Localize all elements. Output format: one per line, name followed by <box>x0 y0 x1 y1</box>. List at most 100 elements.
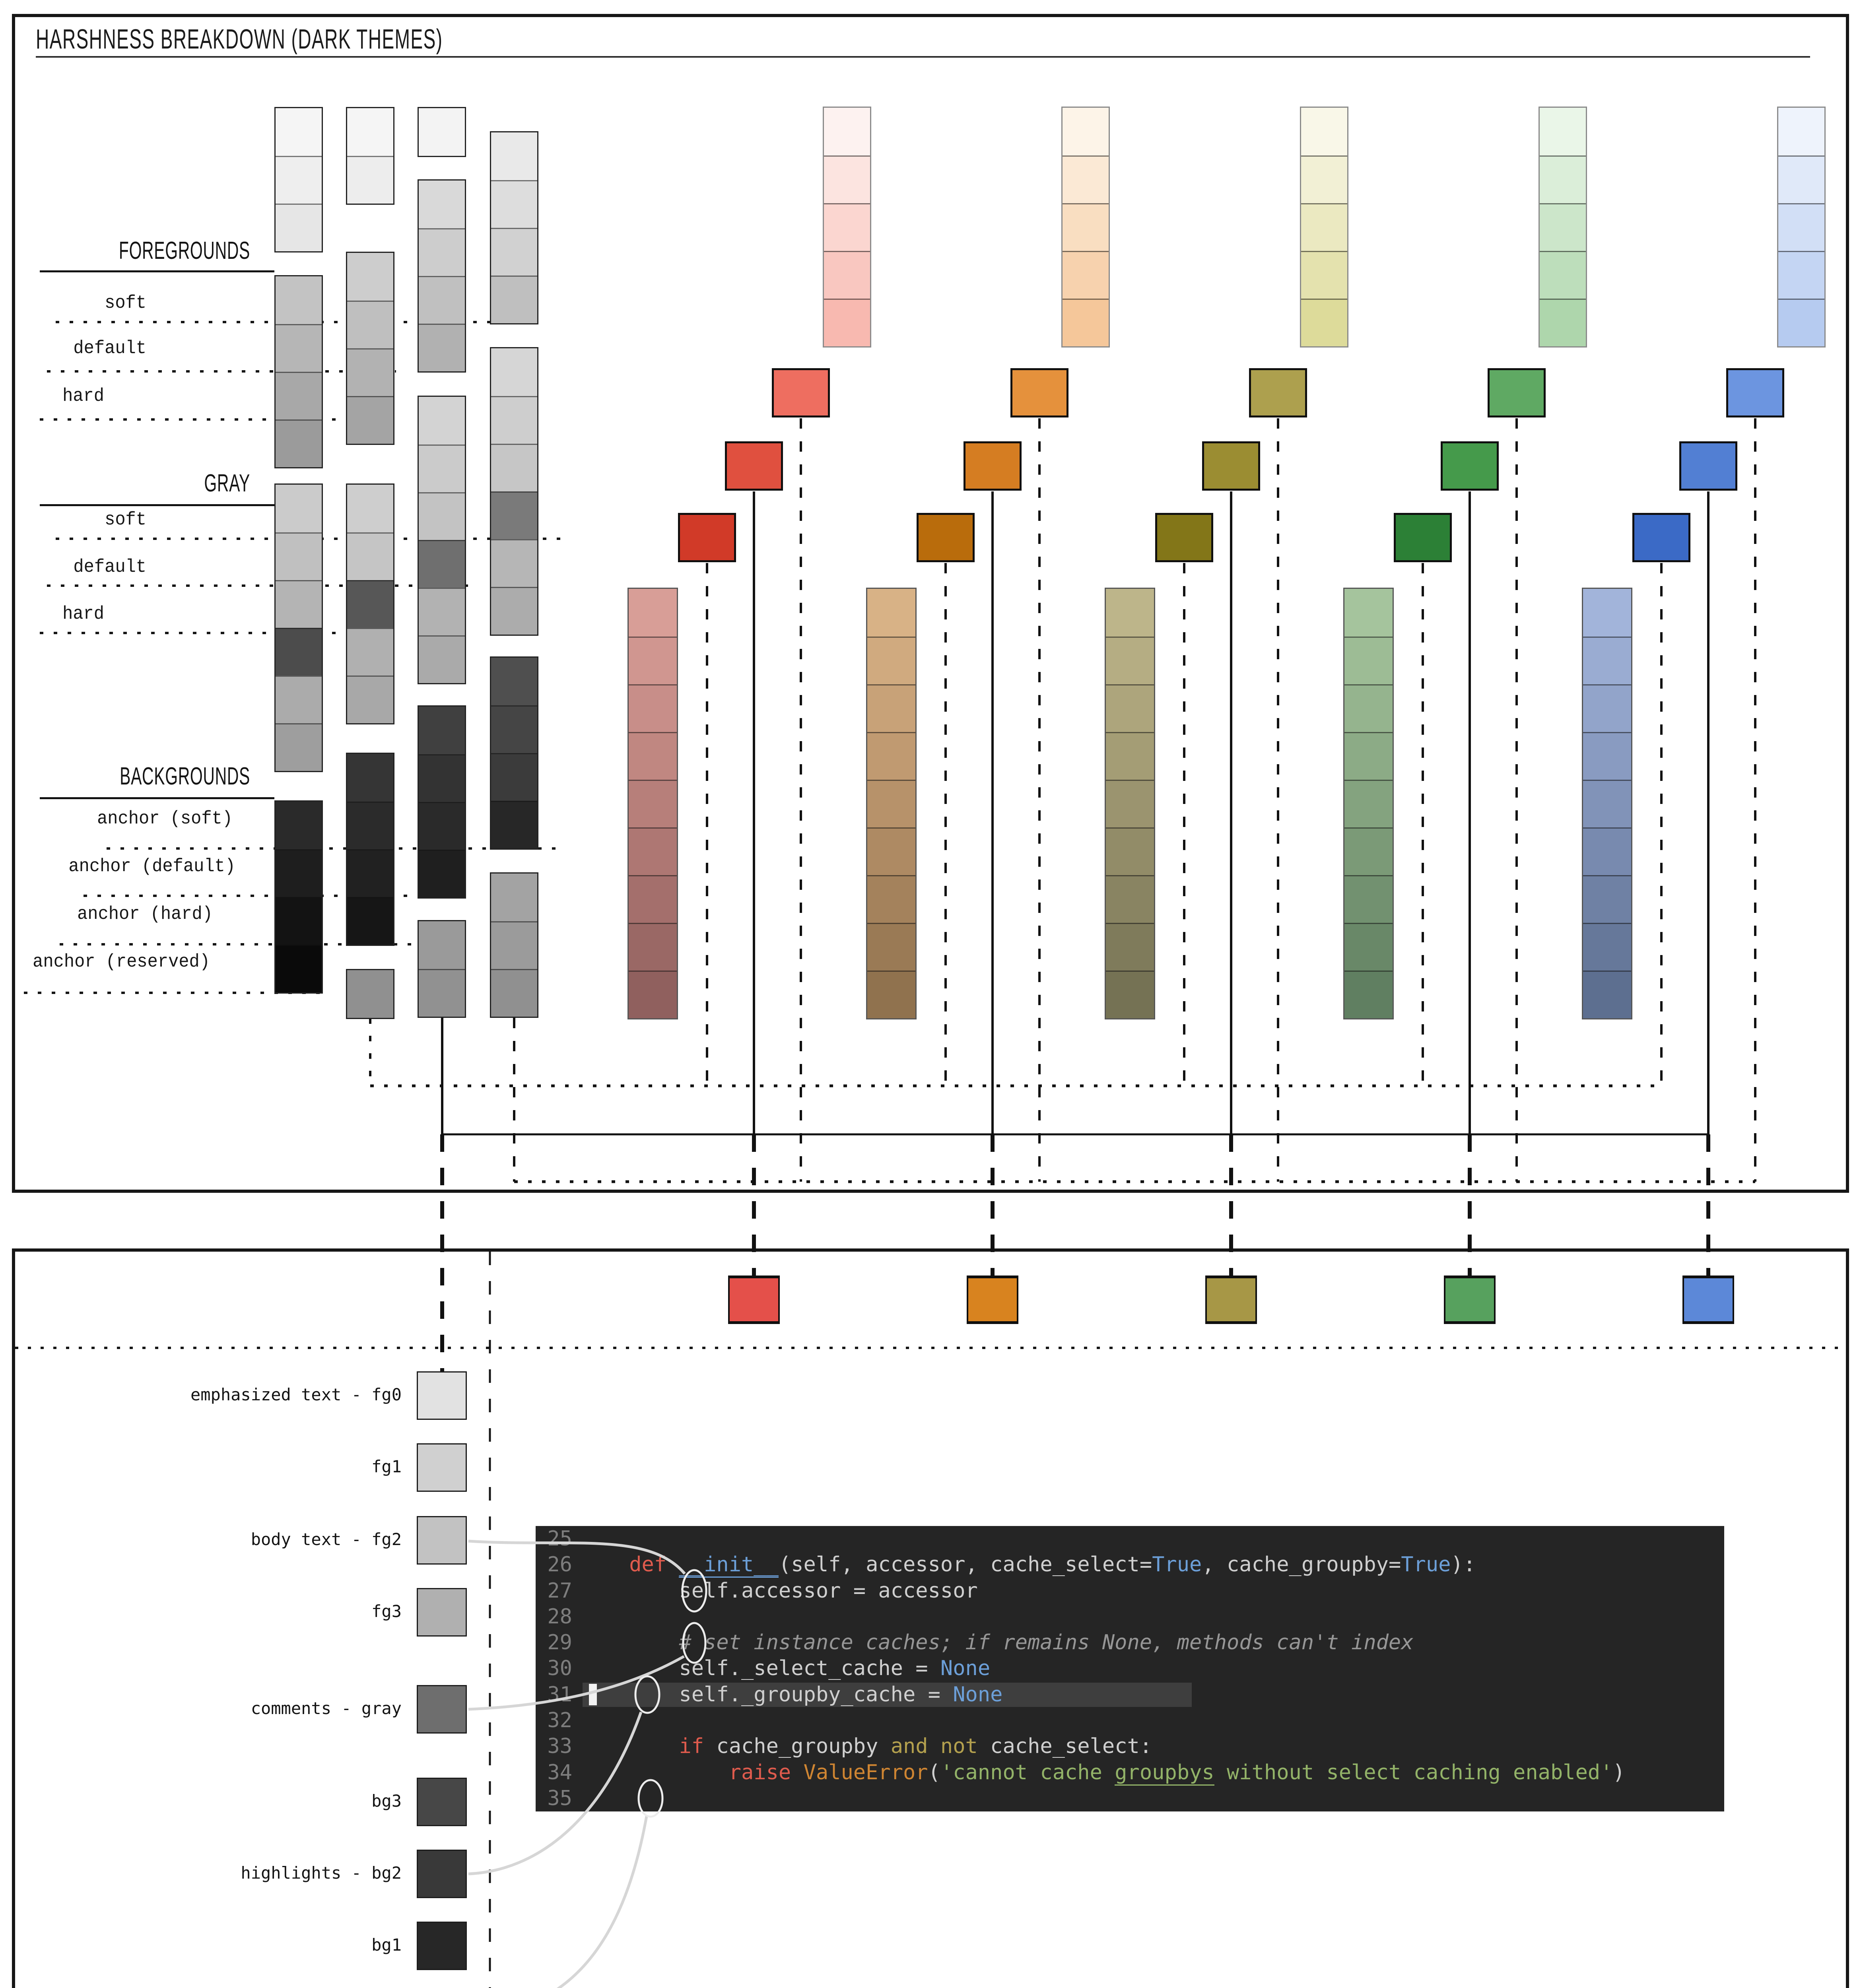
code-line: 26 def __init__(self, accessor, cache_se… <box>536 1552 1724 1578</box>
panel-harshness-breakdown <box>12 14 1849 1193</box>
color-cell <box>419 921 465 969</box>
legend-swatch-2 <box>417 1516 467 1565</box>
legend-label-4: comments - gray <box>251 1699 402 1718</box>
color-cell <box>629 780 677 827</box>
color-cell <box>276 628 322 676</box>
color-cell <box>276 204 322 251</box>
page-title: HARSHNESS BREAKDOWN (DARK THEMES) <box>36 23 443 54</box>
theme-chip-orange <box>967 1276 1018 1324</box>
color-cell <box>347 897 393 945</box>
color-cell <box>491 539 537 587</box>
legend-connector-curve <box>556 1816 648 1988</box>
code-token: , cache_groupby= <box>1202 1553 1401 1577</box>
row-label-soft: soft <box>105 293 146 313</box>
color-cell <box>1344 875 1393 923</box>
color-cell <box>1063 108 1109 155</box>
code-token: raise <box>728 1760 791 1784</box>
code-token: if <box>679 1734 704 1759</box>
color-cell <box>867 684 915 732</box>
color-cell <box>867 971 915 1018</box>
step-swatch-olive-hard <box>1155 513 1213 562</box>
color-cell <box>276 897 322 945</box>
code-token: cache_groupby <box>704 1734 891 1759</box>
code-token: ValueError <box>803 1760 928 1784</box>
color-cell <box>629 684 677 732</box>
title-rule <box>36 56 1810 58</box>
color-cell <box>419 850 465 897</box>
color-cell <box>1540 155 1586 203</box>
color-cell <box>419 754 465 802</box>
gray-column-3-block <box>418 396 466 684</box>
code-token: True <box>1401 1553 1451 1577</box>
step-swatch-red-hard <box>678 513 736 562</box>
color-cell <box>867 732 915 780</box>
color-cell <box>491 180 537 228</box>
code-annotation-circle <box>682 1622 707 1664</box>
color-cell <box>824 251 870 299</box>
color-cell <box>276 945 322 992</box>
color-cell <box>1583 875 1631 923</box>
legend-connector-curve <box>468 1540 686 1575</box>
color-cell <box>1583 923 1631 971</box>
step-swatch-orange-hard <box>917 513 975 562</box>
section-rule <box>40 504 274 506</box>
gray-column-1-block <box>274 800 323 994</box>
color-cell <box>347 580 393 628</box>
legend-swatch-1 <box>417 1443 467 1492</box>
code-token: groupbys <box>1115 1760 1214 1786</box>
color-cell <box>491 921 537 969</box>
color-cell <box>1344 732 1393 780</box>
pastel-stack-green <box>1539 107 1587 348</box>
color-cell <box>419 802 465 850</box>
color-cell <box>1344 684 1393 732</box>
color-cell <box>1106 971 1154 1018</box>
line-number: 35 <box>547 1786 572 1810</box>
muted-stack-blue <box>1582 588 1632 1019</box>
color-cell <box>347 628 393 676</box>
line-number: 34 <box>547 1760 572 1784</box>
step-swatch-orange-default <box>964 441 1022 491</box>
color-cell <box>347 849 393 897</box>
pastel-stack-blue <box>1777 107 1826 348</box>
color-cell <box>824 108 870 155</box>
row-label-anchor-soft-: anchor (soft) <box>97 808 233 829</box>
color-cell <box>1778 155 1824 203</box>
section-header-backgrounds: BACKGROUNDS <box>120 763 250 790</box>
line-number: 27 <box>547 1578 572 1603</box>
color-cell <box>491 444 537 491</box>
line-number: 32 <box>547 1708 572 1733</box>
code-annotation-circle <box>681 1569 707 1613</box>
color-cell <box>1583 971 1631 1018</box>
color-cell <box>491 491 537 539</box>
color-cell <box>276 324 322 372</box>
muted-stack-red <box>627 588 678 1019</box>
color-cell <box>1583 684 1631 732</box>
color-cell <box>867 637 915 684</box>
color-cell <box>1540 299 1586 346</box>
legend-label-7: bg1 <box>371 1935 402 1955</box>
code-token: ): <box>1451 1553 1476 1577</box>
color-cell <box>491 753 537 801</box>
code-annotation-circle <box>634 1675 660 1714</box>
color-cell <box>1063 155 1109 203</box>
panel-theme-mapping <box>12 1248 1849 1988</box>
color-cell <box>1778 251 1824 299</box>
color-cell <box>276 849 322 897</box>
color-cell <box>276 580 322 628</box>
gray-column-3-block <box>418 179 466 373</box>
color-cell <box>419 445 465 492</box>
color-cell <box>491 801 537 848</box>
legend-connector-curve <box>468 1655 685 1711</box>
color-cell <box>629 637 677 684</box>
color-cell <box>629 827 677 875</box>
color-cell <box>419 707 465 754</box>
gray-column-2-block <box>346 107 394 205</box>
code-token: cache_select: <box>977 1734 1152 1759</box>
line-number: 26 <box>547 1553 572 1577</box>
code-line: 30 self._select_cache = None <box>536 1656 1724 1681</box>
text-cursor <box>589 1683 597 1705</box>
legend-swatch-3 <box>417 1588 467 1637</box>
line-number: 31 <box>547 1682 572 1706</box>
legend-label-3: fg3 <box>371 1602 402 1621</box>
code-line: 34 raise ValueError('cannot cache groupb… <box>536 1760 1724 1786</box>
